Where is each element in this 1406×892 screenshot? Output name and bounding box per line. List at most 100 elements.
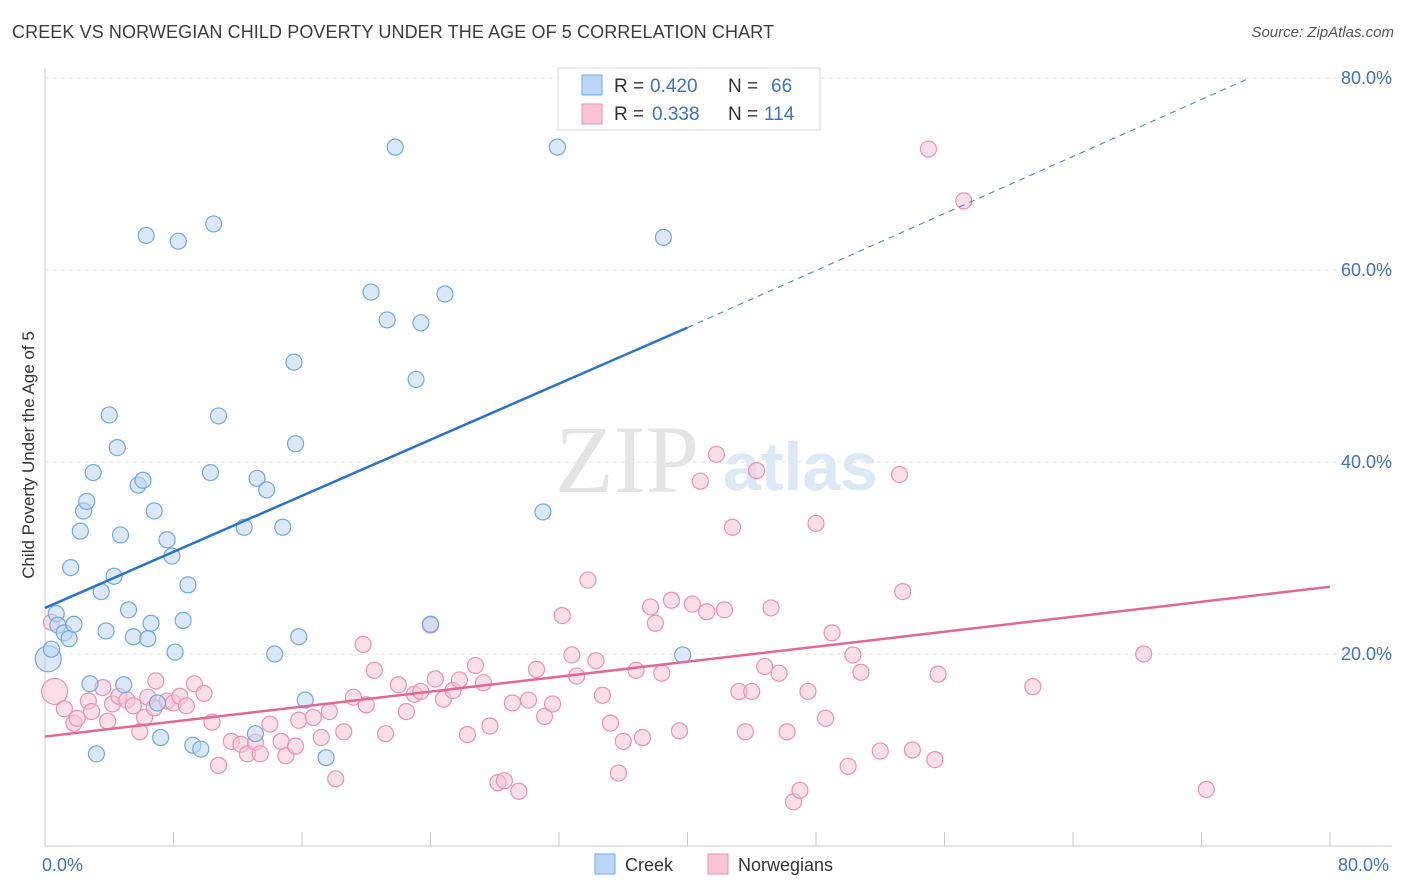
creek-point bbox=[436, 285, 454, 303]
creek-point bbox=[286, 435, 305, 453]
norwegians-point bbox=[593, 686, 611, 704]
norwegians-point bbox=[762, 599, 780, 617]
norwegians-point bbox=[272, 732, 290, 750]
norwegians-point bbox=[791, 781, 809, 799]
creek-point bbox=[317, 749, 335, 767]
stats-legend-box: R = 0.420 N = 66 R = 0.338 N = 114 bbox=[557, 67, 821, 131]
creek-point bbox=[258, 481, 276, 499]
norwegians-point bbox=[955, 192, 973, 210]
norwegians-point bbox=[543, 695, 562, 713]
creek-point bbox=[137, 226, 155, 245]
stats-legend-n-label-creek: N = bbox=[728, 76, 758, 97]
norwegians-point bbox=[535, 707, 554, 726]
creek-point bbox=[285, 353, 303, 371]
norwegians-point bbox=[335, 723, 353, 741]
creek-point bbox=[654, 228, 673, 246]
creek-point bbox=[78, 492, 96, 510]
norwegians-point bbox=[376, 725, 395, 743]
norwegians-point bbox=[195, 684, 213, 702]
axis-lines bbox=[44, 68, 1392, 847]
norwegians-point bbox=[614, 732, 632, 750]
norwegians-point bbox=[670, 722, 689, 740]
trend-lines bbox=[44, 77, 1331, 738]
creek-point bbox=[65, 615, 83, 633]
norwegians-point bbox=[312, 728, 330, 747]
stats-legend-swatch-norwegians bbox=[581, 103, 603, 125]
creek-point bbox=[290, 628, 308, 646]
norwegians-point bbox=[747, 462, 766, 480]
creek-point bbox=[62, 558, 80, 577]
creek-trend-line bbox=[44, 326, 688, 610]
x-ticks bbox=[44, 832, 1331, 846]
norwegians-point bbox=[209, 756, 228, 774]
creek-point bbox=[124, 628, 142, 646]
y-tick-label-20: 20.0% bbox=[1341, 644, 1392, 664]
y-tick-label-60: 60.0% bbox=[1341, 260, 1392, 280]
creek-point bbox=[534, 503, 552, 521]
norwegians-point bbox=[799, 682, 817, 701]
creek-point bbox=[142, 614, 160, 632]
norwegians-point bbox=[691, 472, 709, 490]
creek-point bbox=[148, 694, 167, 712]
stats-legend-swatch-creek bbox=[581, 74, 603, 96]
norwegians-point bbox=[1024, 678, 1042, 696]
norwegians-point bbox=[124, 697, 142, 715]
creek-point bbox=[209, 407, 228, 425]
norwegians-point bbox=[177, 697, 195, 715]
creek-point bbox=[100, 406, 118, 424]
y-axis-label: Child Poverty Under the Age of 5 bbox=[19, 331, 38, 579]
creek-point bbox=[97, 622, 115, 640]
creek-point bbox=[87, 745, 106, 763]
norwegians-point bbox=[894, 582, 912, 601]
norwegians-point bbox=[466, 656, 485, 675]
norwegians-point bbox=[503, 694, 522, 712]
series-legend-swatch-norwegians bbox=[707, 853, 729, 875]
x-tick-label-max: 80.0% bbox=[1338, 855, 1389, 875]
norwegians-point bbox=[844, 646, 862, 664]
stats-legend-r-label-norwegians: R = bbox=[614, 104, 644, 125]
norwegians-point bbox=[662, 591, 681, 609]
source-note: Source: ZipAtlas.com bbox=[1251, 24, 1394, 41]
creek-trend-extension bbox=[687, 77, 1250, 329]
norwegians-point bbox=[147, 672, 165, 690]
creek-point bbox=[111, 526, 130, 544]
watermark-atlas: atlas bbox=[723, 429, 878, 505]
norwegians-point bbox=[770, 664, 788, 682]
norwegians-point bbox=[354, 635, 372, 654]
norwegians-point bbox=[579, 571, 597, 589]
creek-point bbox=[192, 740, 210, 758]
stats-legend-r-label-creek: R = bbox=[614, 76, 644, 97]
gridlines bbox=[45, 77, 1392, 655]
norwegians-point bbox=[1197, 780, 1215, 798]
creek-point bbox=[60, 630, 78, 648]
norwegians-point bbox=[68, 709, 86, 727]
y-tick-labels: 20.0% 40.0% 60.0% 80.0% bbox=[1341, 68, 1392, 664]
norwegians-point bbox=[919, 140, 938, 158]
norwegians-point bbox=[286, 737, 305, 755]
norwegians-point bbox=[1135, 645, 1153, 663]
norwegians-point bbox=[481, 717, 499, 735]
chart-title: CREEK VS NORWEGIAN CHILD POVERTY UNDER T… bbox=[12, 22, 775, 42]
creek-point bbox=[119, 601, 138, 619]
creek-point bbox=[274, 518, 292, 536]
norwegians-point bbox=[82, 702, 101, 721]
norwegians-point bbox=[426, 670, 444, 688]
norwegians-point bbox=[817, 709, 835, 727]
norwegians-point bbox=[55, 700, 73, 718]
norwegians-point bbox=[290, 711, 308, 729]
norwegians-point bbox=[627, 661, 645, 679]
creek-point bbox=[169, 232, 187, 250]
norwegians-point bbox=[633, 728, 652, 747]
norwegians-point bbox=[587, 652, 605, 670]
creek-point bbox=[421, 615, 440, 633]
norwegians-point bbox=[839, 757, 857, 775]
creek-point bbox=[145, 502, 163, 520]
norwegians-point bbox=[41, 677, 69, 706]
norwegians-point bbox=[641, 598, 660, 616]
creek-point bbox=[266, 645, 284, 663]
norwegians-point bbox=[755, 657, 774, 676]
norwegians-point bbox=[553, 606, 571, 625]
creek-point bbox=[139, 630, 157, 648]
norwegians-point bbox=[653, 664, 671, 682]
creek-point bbox=[386, 138, 404, 156]
